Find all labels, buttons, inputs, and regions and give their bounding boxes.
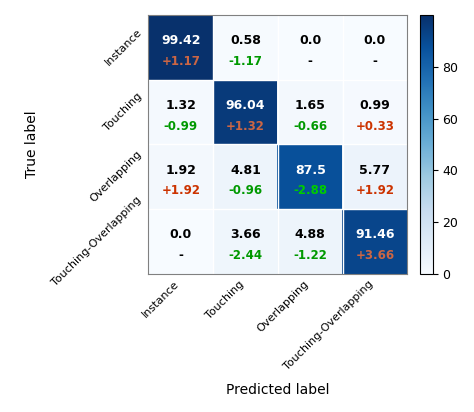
Text: -: - (373, 55, 377, 68)
Text: 4.88: 4.88 (295, 229, 326, 241)
Text: 5.77: 5.77 (359, 164, 391, 177)
Text: +1.17: +1.17 (161, 55, 200, 68)
Text: +1.92: +1.92 (161, 185, 201, 197)
Text: -1.17: -1.17 (228, 55, 263, 68)
Text: -0.99: -0.99 (164, 120, 198, 133)
Text: +1.32: +1.32 (226, 120, 265, 133)
Text: +0.33: +0.33 (356, 120, 394, 133)
Text: 0.0: 0.0 (364, 34, 386, 47)
Text: 0.99: 0.99 (360, 99, 390, 112)
Text: 0.58: 0.58 (230, 34, 261, 47)
Text: 0.0: 0.0 (170, 229, 192, 241)
Text: 3.66: 3.66 (230, 229, 261, 241)
Text: +3.66: +3.66 (356, 249, 394, 262)
Text: -: - (178, 249, 183, 262)
Text: -2.88: -2.88 (293, 185, 327, 197)
Text: -0.96: -0.96 (228, 185, 263, 197)
Text: 4.81: 4.81 (230, 164, 261, 177)
Text: 1.32: 1.32 (165, 99, 196, 112)
Text: -1.22: -1.22 (293, 249, 327, 262)
Text: 99.42: 99.42 (161, 34, 201, 47)
Text: 96.04: 96.04 (226, 99, 265, 112)
Text: 0.0: 0.0 (299, 34, 321, 47)
Text: 87.5: 87.5 (295, 164, 326, 177)
Text: -: - (308, 55, 313, 68)
X-axis label: Predicted label: Predicted label (226, 383, 329, 397)
Text: -0.66: -0.66 (293, 120, 327, 133)
Text: 91.46: 91.46 (355, 229, 395, 241)
Text: -2.44: -2.44 (228, 249, 263, 262)
Text: 1.92: 1.92 (165, 164, 196, 177)
Text: 1.65: 1.65 (295, 99, 326, 112)
Y-axis label: True label: True label (25, 110, 39, 178)
Text: +1.92: +1.92 (356, 185, 394, 197)
